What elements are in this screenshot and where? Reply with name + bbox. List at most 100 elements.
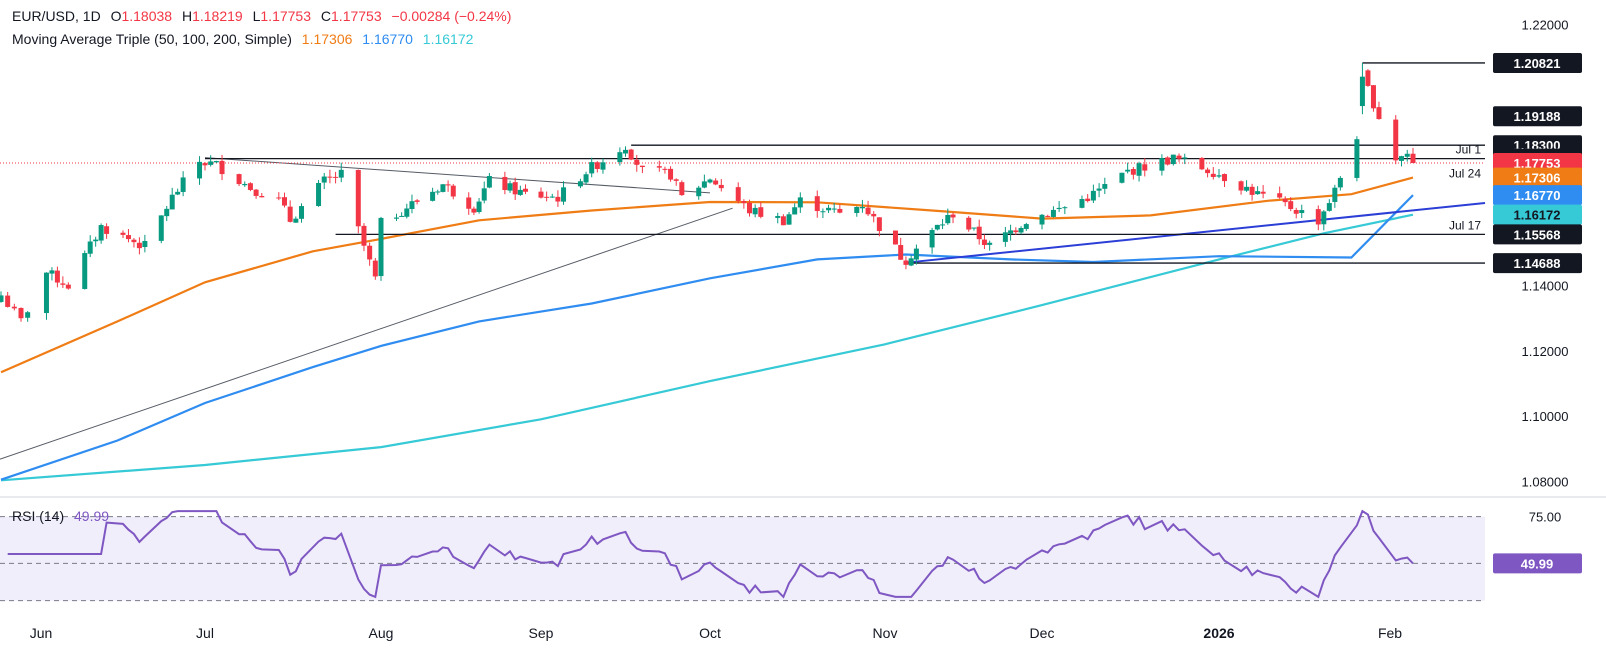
candle-body (950, 214, 956, 218)
candle-body (158, 215, 164, 241)
candle-body (1136, 163, 1142, 176)
candle-body (594, 162, 600, 169)
candle-body (634, 159, 640, 165)
time-tick: Aug (369, 625, 394, 641)
candle-body (976, 226, 982, 240)
candle-body (1410, 153, 1416, 164)
candle-body (1288, 201, 1294, 210)
candle-body (1002, 232, 1008, 242)
price-label: 1.14688 (1514, 256, 1561, 271)
candle-body (538, 191, 544, 198)
candle-body (287, 206, 293, 222)
candle-body (281, 197, 287, 206)
candle-body (361, 225, 367, 246)
candle-body (125, 235, 131, 240)
candle-body (338, 169, 344, 178)
candle-body (903, 260, 909, 265)
candle-body (1102, 184, 1108, 189)
candle-body (617, 152, 623, 163)
candle-body (404, 208, 410, 217)
candle-body (628, 149, 634, 160)
candle-body (414, 200, 420, 202)
time-tick: Jul (196, 625, 214, 641)
price-tick: 1.08000 (1522, 474, 1569, 489)
close-label: C (320, 8, 332, 24)
price-label: 1.15568 (1514, 227, 1561, 242)
candle-body (175, 191, 181, 195)
candle-body (1365, 70, 1371, 86)
time-tick: Sep (529, 625, 554, 641)
rsi-label-box (1493, 553, 1582, 574)
candle-body (450, 185, 456, 197)
candle-body (713, 180, 719, 185)
candle-body (934, 224, 940, 230)
price-label-box (1493, 253, 1582, 274)
candle-body (1018, 228, 1024, 233)
candle-body (316, 182, 322, 206)
candle-body (747, 202, 753, 214)
candle-body (87, 241, 93, 254)
candle-body (1399, 156, 1404, 161)
candle-body (1315, 209, 1321, 225)
candle-body (1404, 153, 1410, 157)
candle-body (775, 216, 781, 218)
blue-trendline (905, 201, 1486, 264)
candle-body (120, 232, 126, 235)
candle-body (1255, 191, 1261, 195)
candle-body (929, 230, 935, 248)
candle-body (577, 181, 583, 187)
candle-body (752, 207, 758, 215)
candle-body (299, 206, 305, 219)
candle-body (0, 295, 4, 302)
candle-body (293, 218, 299, 223)
rsi-line (7, 509, 1414, 599)
candle-body (814, 196, 820, 212)
price-label: 1.19188 (1514, 109, 1561, 124)
candle-body (555, 196, 561, 202)
candle-body (502, 176, 508, 191)
candle-body (11, 306, 17, 309)
candle-body (372, 260, 378, 277)
ma50-value: 1.17306 (301, 31, 353, 47)
candle-body (1332, 187, 1338, 202)
candle-body (1039, 214, 1045, 225)
candle-body (259, 195, 265, 198)
candle-body (523, 188, 529, 192)
candle-body (1210, 173, 1216, 177)
price-label: 1.17753 (1514, 156, 1561, 171)
candle-body (1359, 76, 1365, 107)
candle-body (981, 239, 987, 246)
candle-body (544, 196, 550, 198)
candle-body (435, 191, 441, 193)
candle-body (780, 216, 786, 226)
price-label-box (1493, 106, 1582, 127)
candle-body (707, 179, 713, 183)
candle-body (718, 184, 724, 189)
candle-body (831, 208, 837, 210)
candle-body (1176, 155, 1182, 159)
candle-body (1216, 175, 1222, 177)
candle-body (219, 160, 225, 175)
rsi-title: RSI (14) (12, 508, 65, 524)
ma200-line (0, 213, 1414, 482)
candle-body (355, 169, 361, 227)
change-value: −0.00284 (−0.24%) (391, 8, 512, 24)
candle-body (913, 248, 919, 260)
candle-body (445, 184, 451, 186)
candle-body (1056, 207, 1062, 210)
price-tick: 1.14000 (1522, 279, 1569, 294)
candle-body (1062, 207, 1068, 209)
candle-body (409, 201, 415, 209)
candle-body (701, 181, 707, 188)
open-value: 1.18038 (121, 8, 173, 24)
high-label: H (181, 8, 193, 24)
candle-body (321, 176, 327, 183)
candle-body (758, 207, 764, 217)
candle-body (1337, 177, 1343, 188)
candle-body (1023, 224, 1029, 229)
candle-body (583, 174, 589, 183)
candle-body (242, 183, 248, 186)
candle-body (1125, 169, 1131, 172)
